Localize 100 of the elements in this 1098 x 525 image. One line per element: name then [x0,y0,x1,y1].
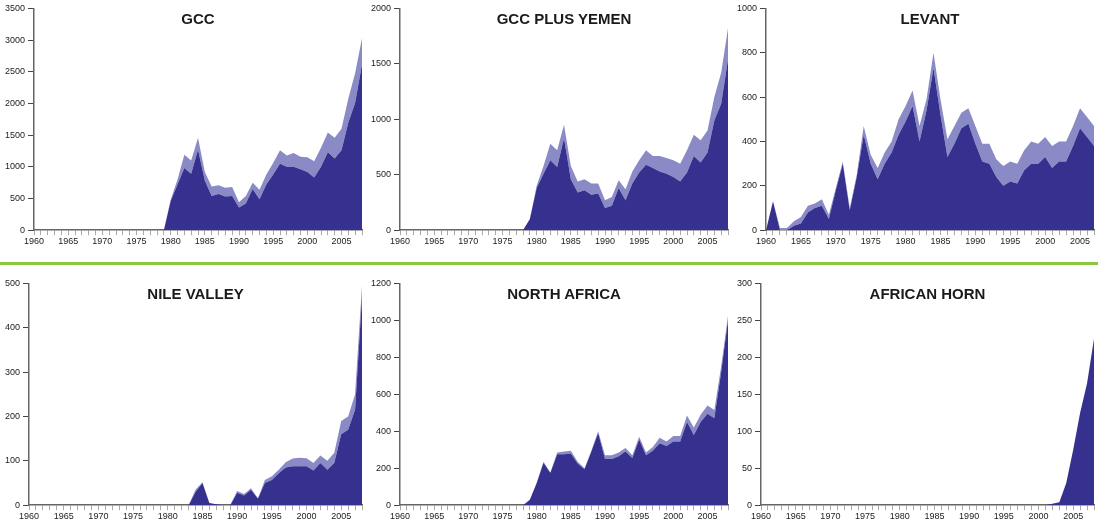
x-tick-label: 1965 [424,511,445,522]
chart-title: NILE VALLEY [147,285,244,303]
chart-title: GCC [181,10,215,28]
x-tick-label: 2000 [296,511,317,522]
y-tick-label: 2000 [4,97,26,108]
x-tick-label: 1975 [860,236,881,247]
x-tick-label: 1965 [424,236,445,247]
x-tick-label: 1975 [492,511,513,522]
y-tick-label: 0 [747,499,753,510]
y-tick-label: 500 [9,193,26,203]
chart-title: AFRICAN HORN [869,285,986,303]
y-tick-label: 0 [15,499,21,510]
x-tick-label: 1985 [560,511,581,522]
x-tick-label: 1985 [194,236,215,247]
x-tick-label: 2005 [331,236,352,247]
y-tick-label: 1000 [370,314,392,325]
y-tick-label: 300 [736,277,753,288]
x-tick-label: 1980 [526,236,547,247]
x-tick-label: 1975 [126,236,147,247]
x-tick-label: 1970 [88,511,109,522]
x-tick-label: 1975 [492,236,513,247]
y-tick-label: 200 [4,410,21,421]
x-tick-label: 2005 [697,236,718,247]
x-tick-label: 1990 [227,511,248,522]
x-tick-label: 1980 [157,511,178,522]
y-tick-label: 400 [375,425,392,436]
x-tick-label: 1960 [751,511,772,522]
y-tick-label: 400 [741,135,758,146]
y-tick-label: 3000 [4,34,26,45]
y-tick-label: 250 [736,314,753,325]
y-tick-label: 3500 [4,2,26,13]
x-tick-label: 1965 [785,511,806,522]
y-tick-label: 600 [741,91,758,102]
x-tick-label: 1995 [263,236,284,247]
x-tick-label: 2000 [663,511,684,522]
y-tick-label: 400 [4,322,21,333]
x-tick-label: 2005 [1070,236,1091,247]
y-tick-label: 0 [386,224,392,235]
y-tick-label: 600 [375,388,392,399]
y-tick-label: 500 [375,169,392,180]
x-tick-label: 1965 [58,236,79,247]
x-tick-label: 1970 [458,511,479,522]
y-tick-label: 0 [752,224,758,235]
x-tick-label: 1980 [895,236,916,247]
x-tick-label: 1970 [92,236,113,247]
chart-title: NORTH AFRICA [507,285,621,303]
x-tick-label: 1990 [965,236,986,247]
y-tick-label: 200 [375,462,392,473]
x-tick-label: 1990 [959,511,980,522]
y-tick-label: 200 [741,180,758,191]
x-tick-label: 1995 [261,511,282,522]
x-tick-label: 1995 [629,236,650,247]
x-tick-label: 1960 [756,236,777,247]
x-tick-label: 1970 [825,236,846,247]
y-tick-label: 2000 [370,2,392,13]
x-tick-label: 2005 [1063,511,1084,522]
x-tick-label: 1985 [924,511,945,522]
x-tick-label: 2000 [297,236,318,247]
y-tick-label: 2500 [4,66,26,77]
x-tick-label: 1980 [889,511,910,522]
x-tick-label: 2000 [663,236,684,247]
x-tick-label: 1985 [192,511,213,522]
y-tick-label: 50 [742,462,753,473]
x-tick-label: 1995 [629,511,650,522]
y-tick-label: 1200 [370,277,392,288]
y-tick-label: 1000 [736,2,758,13]
x-tick-label: 1975 [123,511,144,522]
y-tick-label: 0 [20,224,26,235]
chart-title: LEVANT [900,10,960,28]
x-tick-label: 1960 [19,511,40,522]
x-tick-label: 1960 [390,236,411,247]
x-tick-label: 2000 [1035,236,1056,247]
x-tick-label: 1985 [930,236,951,247]
y-tick-label: 300 [4,366,21,377]
x-tick-label: 1980 [160,236,181,247]
y-tick-label: 1500 [370,58,392,69]
x-tick-label: 1975 [855,511,876,522]
y-tick-label: 0 [386,499,392,510]
y-tick-label: 800 [375,351,392,362]
x-tick-label: 2005 [697,511,718,522]
y-tick-label: 200 [736,351,753,362]
x-tick-label: 1965 [53,511,74,522]
x-tick-label: 1995 [993,511,1014,522]
x-tick-label: 1990 [594,236,616,247]
y-tick-label: 1000 [370,113,392,124]
x-tick-label: 1990 [594,511,616,522]
x-tick-label: 1970 [458,236,479,247]
x-tick-label: 2005 [331,511,352,522]
x-tick-label: 1970 [820,511,841,522]
x-tick-label: 1990 [228,236,250,247]
y-tick-label: 1000 [4,161,26,172]
y-tick-label: 100 [736,425,753,436]
y-tick-label: 150 [736,388,753,399]
y-tick-label: 100 [4,455,21,466]
x-tick-label: 2000 [1028,511,1049,522]
x-tick-label: 1980 [526,511,547,522]
x-tick-label: 1985 [560,236,581,247]
x-tick-label: 1965 [790,236,811,247]
x-tick-label: 1995 [1000,236,1021,247]
y-tick-label: 1500 [4,129,26,140]
